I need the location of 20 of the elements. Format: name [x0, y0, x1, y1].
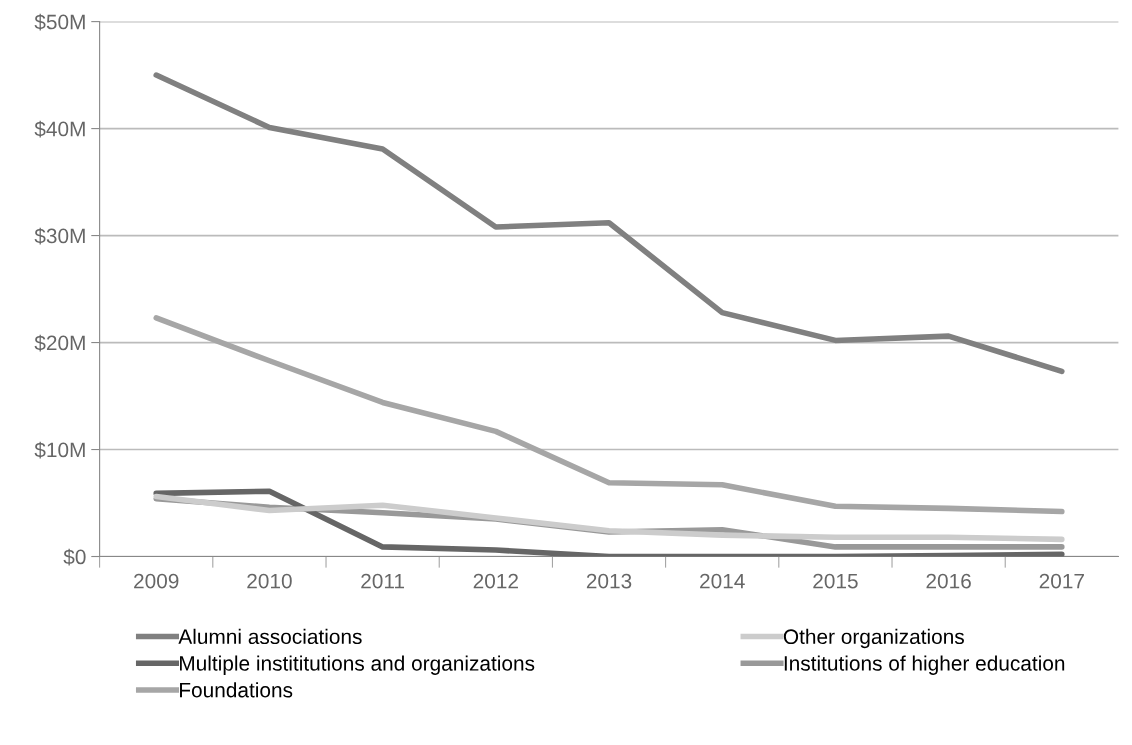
x-tick-label: 2009 — [134, 573, 179, 589]
x-tick-label: 2011 — [361, 573, 405, 589]
x-tick-label: 2010 — [247, 573, 292, 589]
x-tick-label: 2012 — [473, 573, 518, 589]
x-tick-label: 2016 — [926, 573, 971, 589]
y-tick-label: $10M — [34, 441, 85, 459]
y-tick-label: $20M — [34, 334, 85, 352]
y-tick-label: $0 — [63, 548, 86, 566]
x-tick-label: 2015 — [813, 573, 858, 589]
legend-label: Multiple instititutions and organizations — [180, 655, 535, 675]
legend-label: Other organizations — [783, 628, 964, 649]
legend-label: Alumni associations — [178, 628, 362, 645]
legend-label: Institutions of higher education — [784, 655, 1065, 675]
x-tick-label: 2017 — [1039, 573, 1084, 589]
y-tick-label: $30M — [34, 227, 85, 245]
legend-label: Foundations — [180, 682, 293, 698]
x-tick-label: 2014 — [700, 573, 745, 589]
x-tick-label: 2013 — [586, 573, 632, 589]
y-tick-label: $40M — [34, 120, 85, 138]
y-tick-label: $50M — [34, 13, 85, 31]
